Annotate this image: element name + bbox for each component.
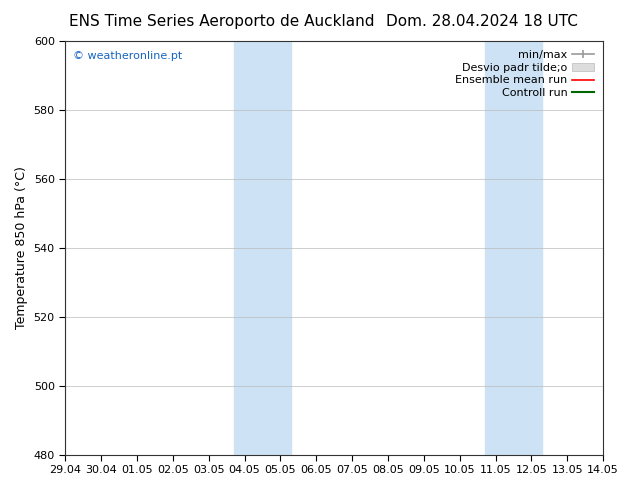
Bar <box>485 41 542 455</box>
Bar <box>55 41 65 455</box>
Text: Dom. 28.04.2024 18 UTC: Dom. 28.04.2024 18 UTC <box>386 14 578 29</box>
Text: ENS Time Series Aeroporto de Auckland: ENS Time Series Aeroporto de Auckland <box>69 14 375 29</box>
Text: © weatheronline.pt: © weatheronline.pt <box>74 51 183 61</box>
Bar <box>234 41 291 455</box>
Y-axis label: Temperature 850 hPa (°C): Temperature 850 hPa (°C) <box>15 167 28 329</box>
Legend: min/max, Desvio padr tilde;o, Ensemble mean run, Controll run: min/max, Desvio padr tilde;o, Ensemble m… <box>452 47 598 101</box>
